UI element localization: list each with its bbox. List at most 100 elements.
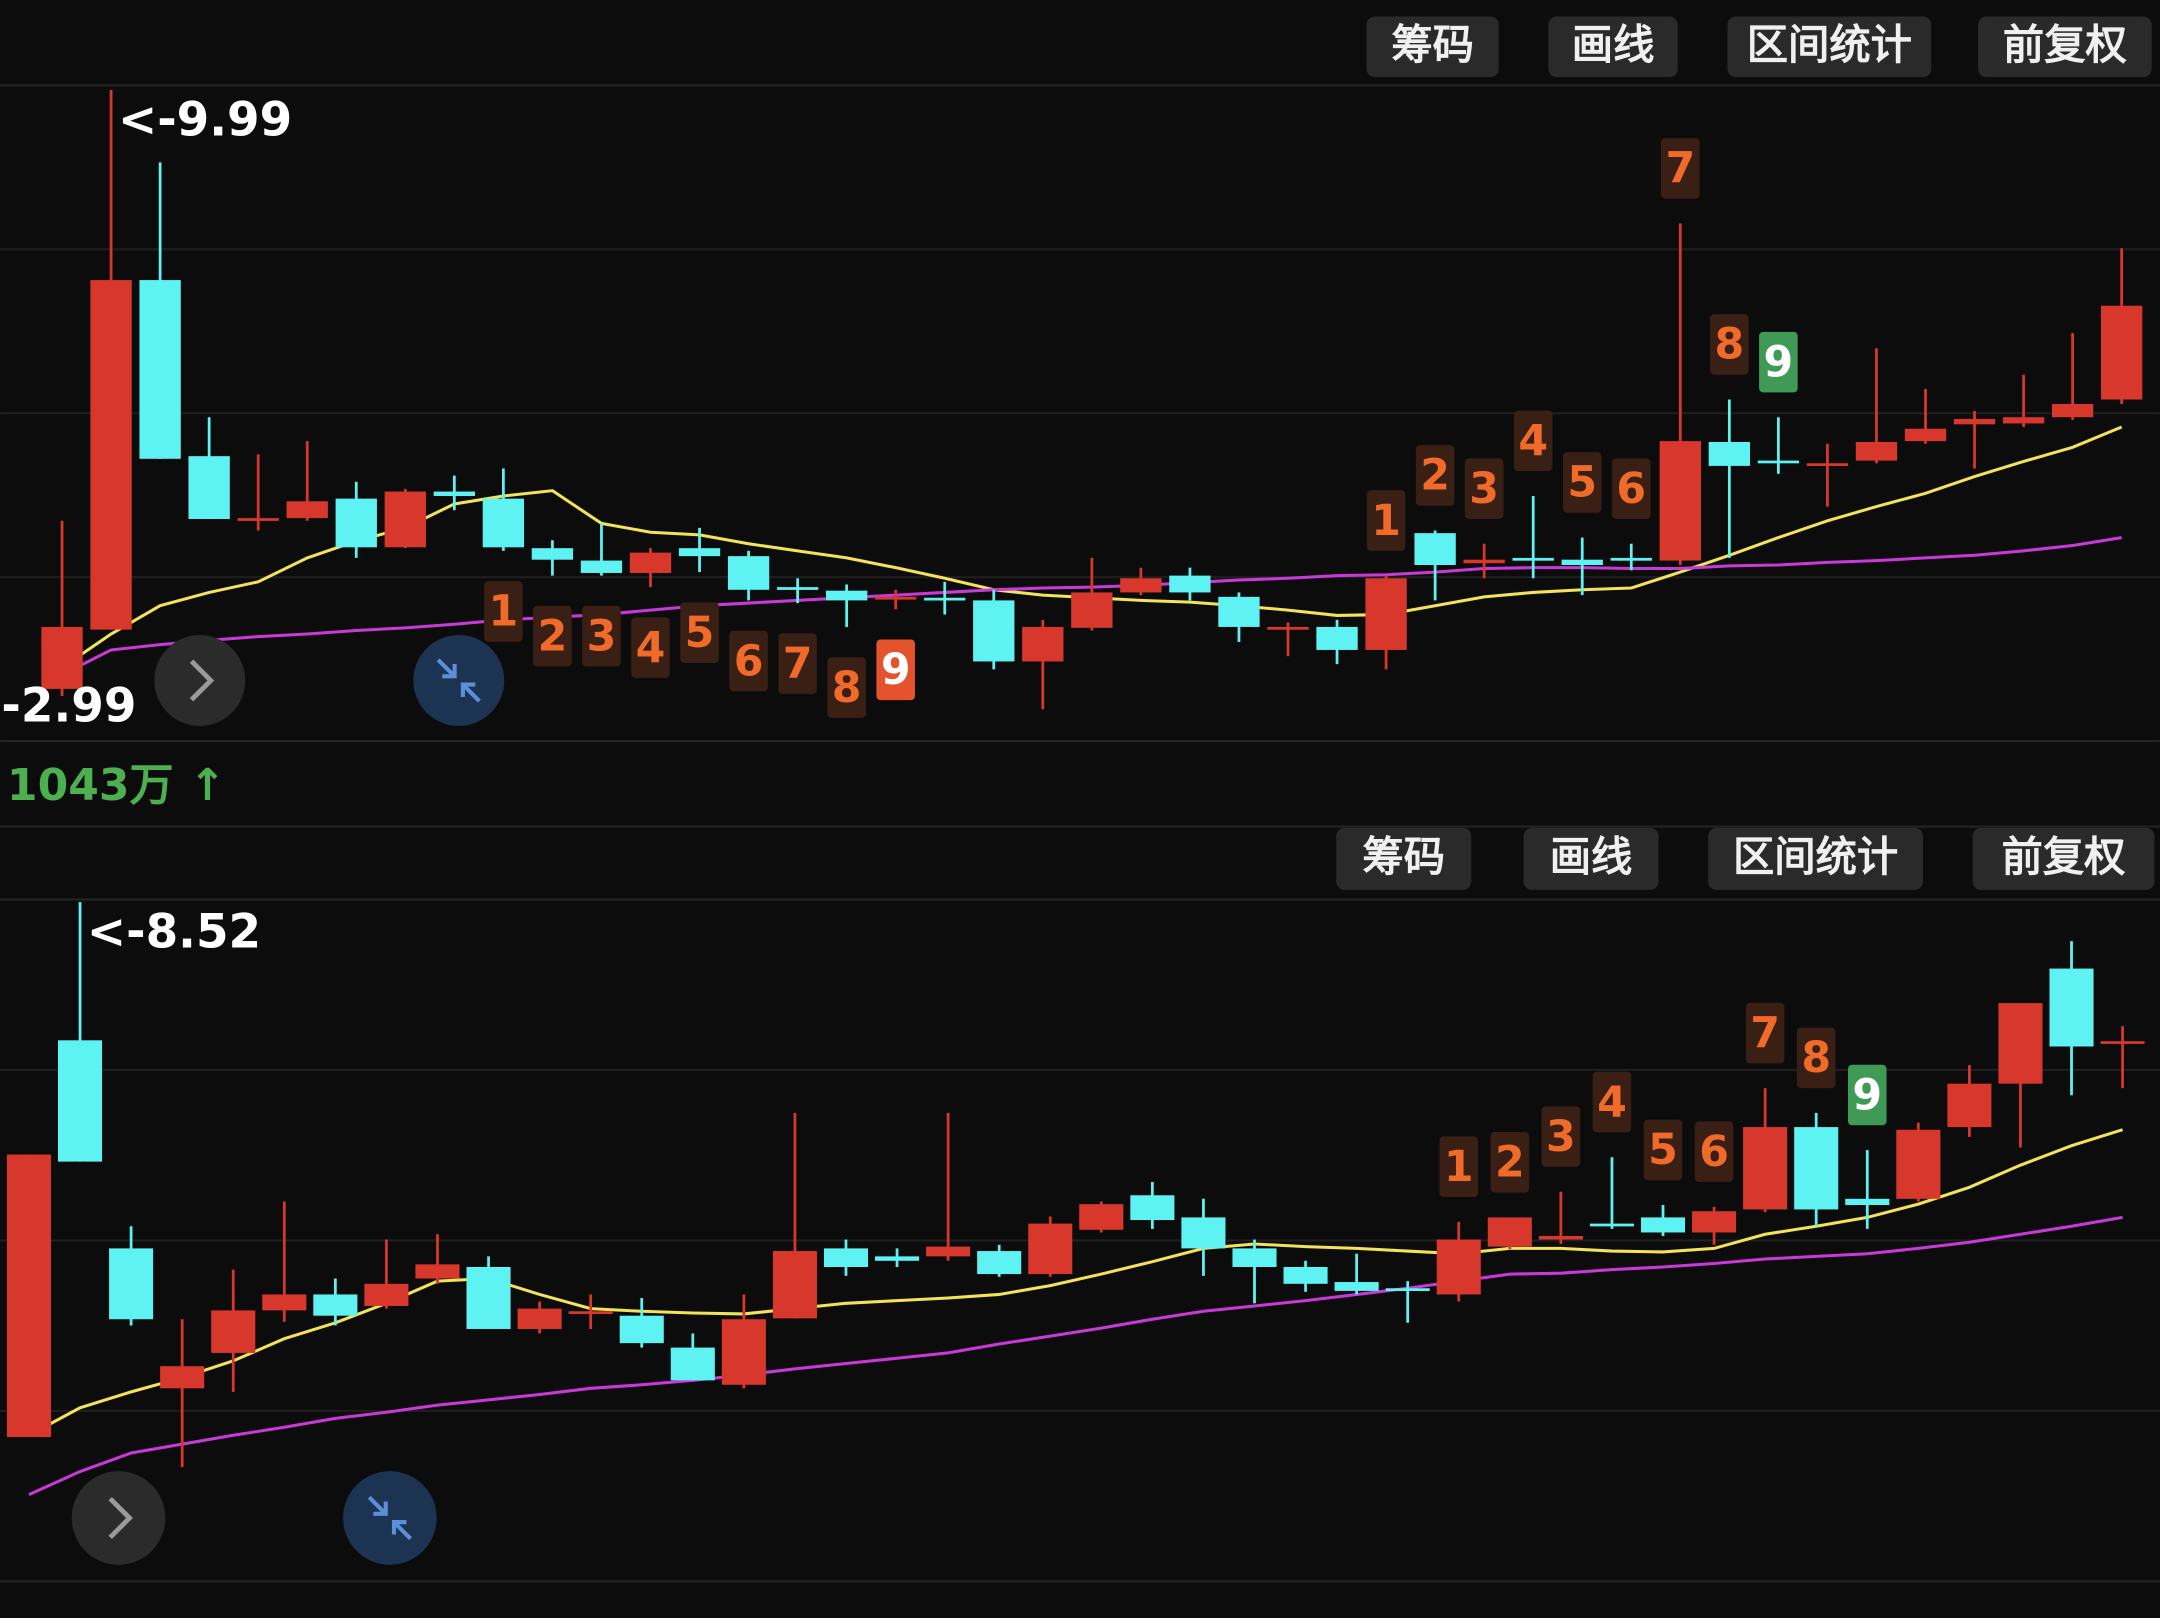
candle-body [139, 280, 181, 459]
candle-body [1022, 626, 1064, 662]
button-label: 区间统计 [1747, 21, 1912, 69]
candle-body [1365, 578, 1407, 650]
candle-body [6, 1154, 52, 1438]
setup-count: 8 [1801, 1033, 1831, 1083]
button-bg [1978, 16, 2152, 78]
candle-body [2051, 403, 2094, 418]
toolbar-button[interactable]: 区间统计 [1727, 16, 1932, 78]
moving-average [28, 1128, 2124, 1437]
candle-body [517, 1308, 562, 1329]
candle-body [1463, 559, 1505, 564]
candle-body [875, 1256, 920, 1261]
candle-body [1071, 592, 1113, 628]
setup-count: 4 [1518, 416, 1548, 466]
candle-body [2049, 968, 2094, 1047]
candle-body [924, 597, 966, 601]
candle-body [825, 590, 868, 601]
toolbar-button[interactable]: 筹码 [1336, 827, 1472, 890]
candle-body [1845, 1198, 1890, 1206]
candle-body [973, 600, 1015, 662]
setup-box [1759, 331, 1798, 393]
candle-body [41, 626, 83, 689]
button-bg [1548, 16, 1678, 78]
chevron [108, 1497, 133, 1539]
candle-body [531, 548, 574, 560]
candle-body [1512, 557, 1554, 561]
candle-body [2100, 1041, 2145, 1044]
icon [436, 658, 481, 703]
setup-box [1661, 138, 1700, 199]
high-label: <-9.99 [118, 93, 292, 147]
setup-count: 8 [1714, 320, 1744, 370]
button-label: 筹码 [1391, 21, 1474, 69]
candle-body [237, 518, 279, 521]
setup-count: 1 [489, 587, 519, 637]
candle-body [1904, 428, 1947, 442]
candle-body [1640, 1217, 1686, 1233]
setup-count: 7 [1665, 144, 1695, 194]
candle-body [1120, 578, 1162, 593]
button-label: 画线 [1572, 21, 1655, 69]
setup-count: 1 [1371, 496, 1401, 546]
button-bg [343, 1471, 437, 1565]
candle-body [1610, 557, 1652, 561]
candle-body [678, 548, 721, 557]
candle-body [670, 1347, 715, 1381]
candle-body [188, 456, 230, 519]
button-bg [1366, 16, 1499, 78]
button-bg [1523, 827, 1659, 890]
candle-body [1953, 418, 1996, 425]
candle-body [977, 1251, 1022, 1275]
chevron [189, 659, 215, 702]
toolbar-button[interactable]: 前复权 [1972, 827, 2155, 890]
candle-body [1589, 1223, 1634, 1227]
button-label: 筹码 [1362, 833, 1445, 881]
setup-count: 6 [734, 636, 764, 686]
setup-box [1611, 458, 1651, 519]
icon [367, 1495, 413, 1541]
setup-box [1745, 1002, 1785, 1064]
collapse-button[interactable] [413, 635, 505, 726]
setup-box [729, 630, 768, 692]
setup-box [1464, 458, 1504, 519]
button-label: 前复权 [2002, 833, 2127, 881]
setup-box [484, 581, 523, 642]
setup-box [1541, 1106, 1581, 1167]
setup-count: 5 [685, 608, 715, 658]
toolbar-button[interactable]: 画线 [1548, 16, 1678, 78]
candle-body [286, 501, 328, 519]
setup-box [582, 605, 621, 667]
low-label: -2.99 [1, 680, 136, 734]
toolbar-button[interactable]: 画线 [1523, 827, 1659, 890]
candle-body [823, 1248, 869, 1267]
button-label: 区间统计 [1733, 833, 1898, 881]
setup-count: 9 [1764, 337, 1794, 387]
toolbar-button[interactable]: 区间统计 [1708, 827, 1924, 890]
setup-count: 9 [881, 645, 911, 695]
toolbar-button[interactable]: 筹码 [1366, 16, 1499, 78]
candle-body [1708, 442, 1751, 466]
candle-body [1757, 460, 1800, 464]
setup-count: 3 [1469, 464, 1499, 514]
expand-button[interactable] [71, 1471, 166, 1565]
candle-body [1947, 1083, 1992, 1128]
expand-button[interactable] [154, 635, 246, 726]
candle-body [1538, 1236, 1583, 1240]
candle-body [1561, 559, 1603, 566]
candle-body [1659, 441, 1701, 561]
setup-box [1562, 452, 1602, 513]
candle-body [1232, 1248, 1277, 1267]
setup-count: 2 [1495, 1138, 1525, 1188]
setup-box [533, 605, 572, 667]
setup-box [1490, 1132, 1530, 1193]
collapse-button[interactable] [343, 1471, 437, 1565]
candle-body [313, 1294, 358, 1316]
toolbar-button[interactable]: 前复权 [1978, 16, 2152, 78]
candle-body [1896, 1129, 1941, 1199]
setup-box [1592, 1071, 1632, 1133]
setup-box [1694, 1121, 1734, 1182]
candle-body [1181, 1217, 1226, 1249]
candle-body [1316, 626, 1358, 650]
setup-box [778, 633, 817, 694]
